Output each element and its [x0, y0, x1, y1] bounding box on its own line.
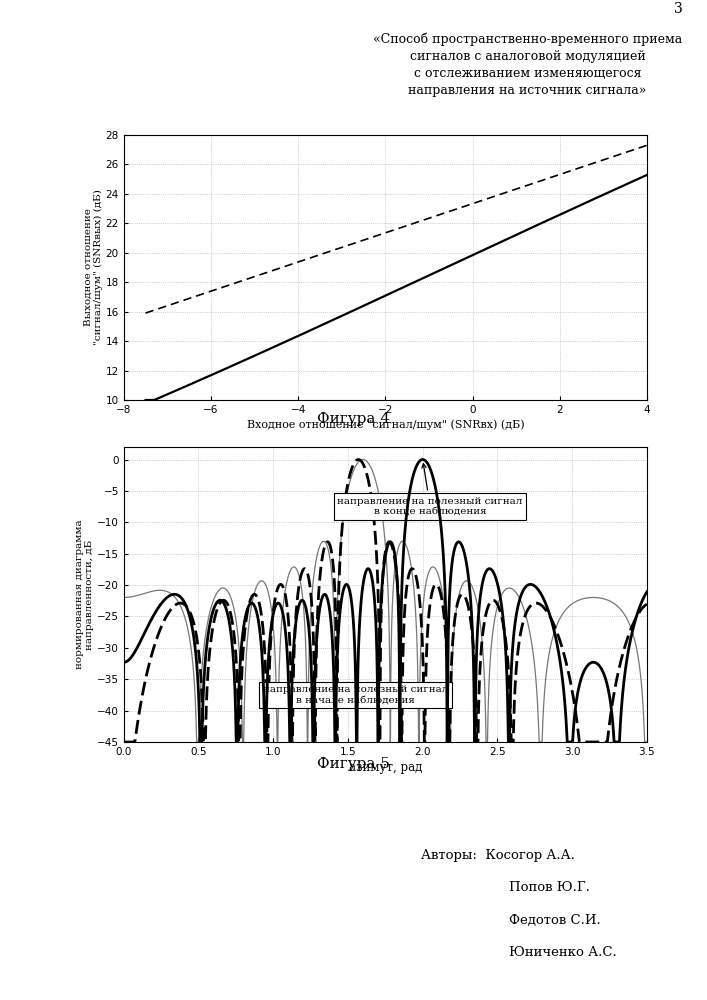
Y-axis label: Выходное отношение
"сигнал/шум" (SNRвых) (дБ): Выходное отношение "сигнал/шум" (SNRвых)…: [83, 190, 103, 345]
Text: направление на полезный сигнал
в начале наблюдения: направление на полезный сигнал в начале …: [263, 685, 448, 705]
Text: направление на полезный сигнал
в конце наблюдения: направление на полезный сигнал в конце н…: [337, 464, 523, 516]
Text: 3: 3: [674, 2, 682, 16]
X-axis label: азимут, рад: азимут, рад: [349, 761, 422, 774]
Y-axis label: нормированная диаграмма
направленности, дБ: нормированная диаграмма направленности, …: [75, 520, 94, 669]
Text: Фигура 4: Фигура 4: [317, 412, 390, 426]
Text: Юниченко А.С.: Юниченко А.С.: [509, 946, 617, 959]
Text: Федотов С.И.: Федотов С.И.: [509, 914, 601, 927]
Text: Авторы:  Косогор А.А.: Авторы: Косогор А.А.: [421, 849, 575, 862]
Text: «Способ пространственно-временного приема
сигналов с аналоговой модуляцией
с отс: «Способ пространственно-временного прием…: [373, 32, 682, 97]
Text: Фигура 5: Фигура 5: [317, 757, 390, 771]
X-axis label: Входное отношение "сигнал/шум" (SNRвх) (дБ): Входное отношение "сигнал/шум" (SNRвх) (…: [247, 419, 524, 430]
Text: Попов Ю.Г.: Попов Ю.Г.: [509, 881, 590, 894]
